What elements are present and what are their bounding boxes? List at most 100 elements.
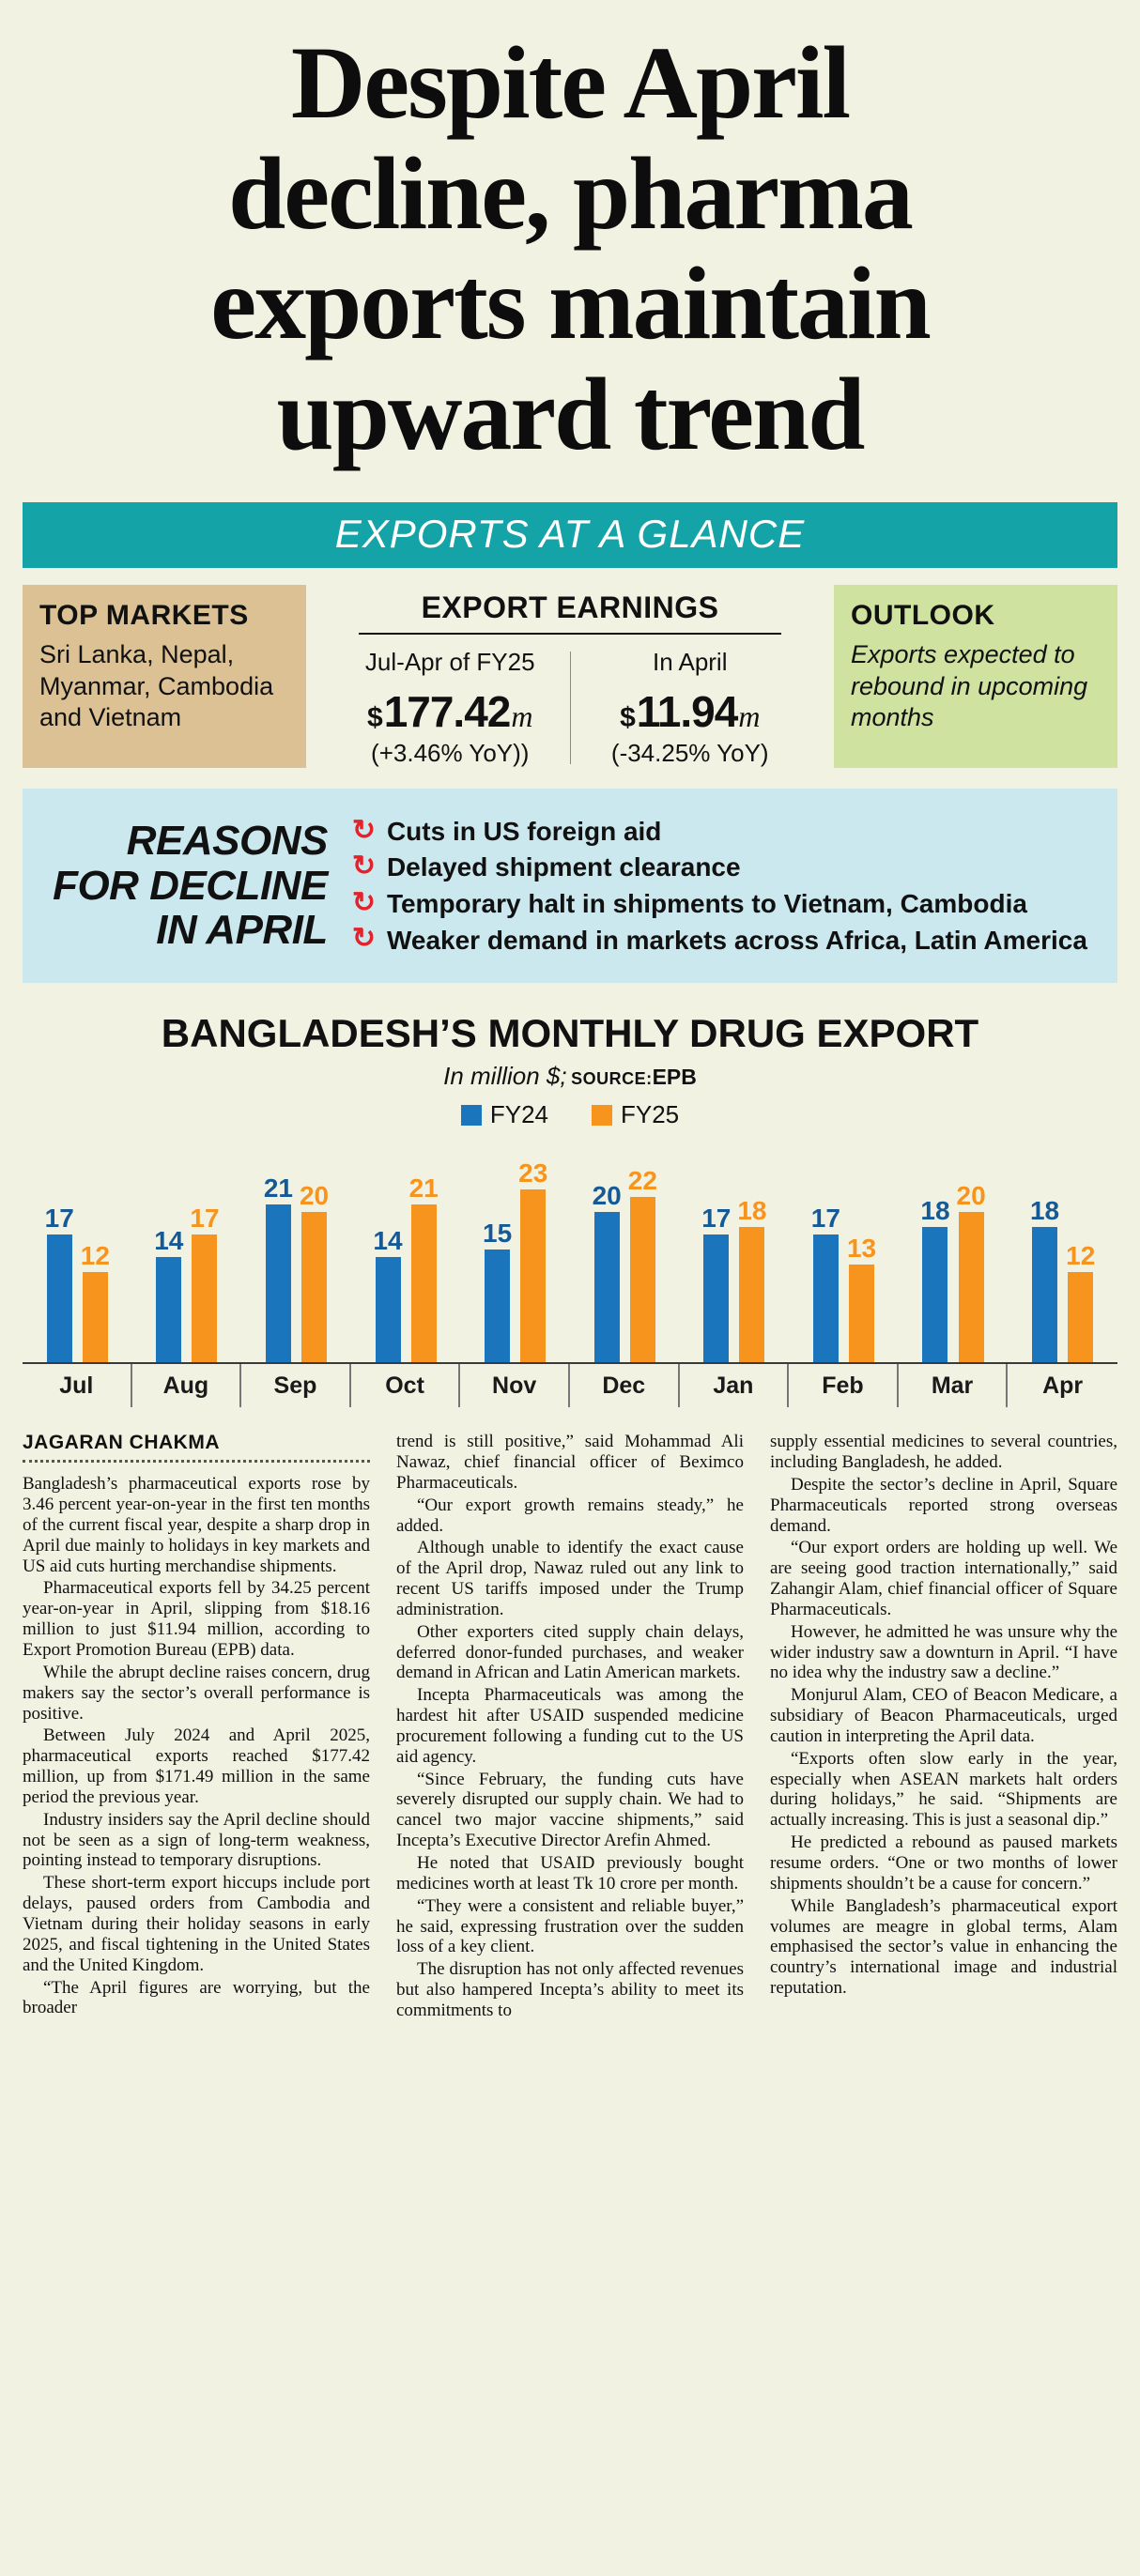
- earnings-period-label: Jul-Apr of FY25: [364, 647, 535, 676]
- top-markets-box: TOP MARKETS Sri Lanka, Nepal, Myanmar, C…: [23, 584, 306, 768]
- bar-value-label: 17: [190, 1204, 220, 1234]
- article-paragraph: Between July 2024 and April 2025, pharma…: [23, 1725, 370, 1807]
- chart: BANGLADESH’S MONTHLY DRUG EXPORT In mill…: [23, 1011, 1117, 1408]
- chart-group: 17 18 Jan: [679, 1142, 790, 1408]
- legend-label: FY25: [621, 1100, 680, 1129]
- month-label: Jul: [23, 1364, 132, 1408]
- bar-value-label: 21: [263, 1173, 293, 1204]
- bar-fy25: [192, 1234, 218, 1363]
- chart-group: 18 12 Apr: [1008, 1142, 1117, 1407]
- article-paragraph: Pharmaceutical exports fell by 34.25 per…: [23, 1578, 370, 1661]
- article-paragraph: Monjurul Alam, CEO of Beacon Medicare, a…: [770, 1685, 1117, 1746]
- chart-source-label: SOURCE:: [571, 1069, 653, 1089]
- bar-value-label: 14: [373, 1226, 403, 1256]
- bar-fy24: [265, 1204, 291, 1363]
- chart-group: 14 21 Oct: [350, 1142, 461, 1408]
- bar-value-label: 12: [1066, 1241, 1096, 1271]
- bar-value-label: 15: [483, 1219, 513, 1249]
- outlook-body: Exports expected to rebound in upcoming …: [851, 639, 1088, 732]
- bar-value-label: 17: [810, 1204, 840, 1234]
- bar-fy25: [739, 1227, 765, 1363]
- bar-fy24: [703, 1234, 730, 1363]
- cycle-arrow-icon: ↻: [351, 923, 376, 955]
- reasons-title: REASONS FOR DECLINE IN APRIL: [53, 819, 328, 953]
- reason-text: Temporary halt in shipments to Vietnam, …: [386, 888, 1027, 918]
- earnings-period-fy25: Jul-Apr of FY25 $177.42 m (+3.46% YoY)): [331, 648, 570, 768]
- bar-value-label: 20: [299, 1181, 330, 1211]
- reasons-title-line-2: FOR DECLINE: [53, 862, 328, 909]
- bar-fy25: [849, 1265, 875, 1363]
- bar-fy25: [958, 1212, 984, 1363]
- bar-value-label: 20: [956, 1181, 986, 1211]
- article-column: JAGARAN CHAKMA Bangladesh’s pharmaceutica…: [23, 1432, 370, 2023]
- chart-group: 18 20 Mar: [898, 1142, 1009, 1408]
- legend-item: FY25: [592, 1100, 679, 1129]
- bar-fy24: [156, 1257, 182, 1363]
- month-label: Apr: [1042, 1372, 1084, 1400]
- cycle-arrow-icon: ↻: [351, 886, 376, 918]
- glance-section: TOP MARKETS Sri Lanka, Nepal, Myanmar, C…: [23, 584, 1117, 768]
- newspaper-clipping: Despite April decline, pharma exports ma…: [23, 27, 1117, 2023]
- currency-symbol: $: [367, 701, 383, 733]
- bar-value-label: 18: [1029, 1196, 1060, 1226]
- earnings-change: (+3.46% YoY)): [371, 738, 530, 767]
- article-paragraph: However, he admitted he was unsure why t…: [770, 1621, 1117, 1683]
- article-paragraph: “Exports often slow early in the year, e…: [770, 1748, 1117, 1831]
- bar-fy25: [1068, 1272, 1094, 1363]
- chart-title: BANGLADESH’S MONTHLY DRUG EXPORT: [161, 1011, 979, 1056]
- bar-value-label: 18: [737, 1196, 767, 1226]
- chart-unit-label: In million $;: [443, 1062, 567, 1091]
- bar-fy24: [593, 1212, 620, 1363]
- article-paragraph: Industry insiders say the April decline …: [23, 1809, 370, 1871]
- glance-banner-text: EXPORTS AT A GLANCE: [334, 511, 806, 556]
- earnings-divider: [569, 651, 571, 764]
- export-earnings-title: EXPORT EARNINGS: [359, 590, 781, 635]
- article-paragraph: “Since February, the funding cuts have s…: [396, 1769, 744, 1851]
- reason-item: ↻ Delayed shipment clearance: [352, 851, 1087, 883]
- bar-fy25: [301, 1212, 328, 1363]
- chart-group: 14 17 Aug: [131, 1142, 242, 1408]
- headline-line-3: exports maintain: [210, 246, 932, 361]
- bar-value-label: 22: [627, 1166, 657, 1196]
- byline-divider: [23, 1460, 370, 1464]
- article-paragraph: These short-term export hiccups include …: [23, 1873, 370, 1975]
- bar-fy24: [375, 1257, 401, 1363]
- bar-value-label: 23: [518, 1158, 548, 1188]
- month-label: Oct: [351, 1364, 461, 1408]
- chart-source-value: EPB: [652, 1065, 697, 1090]
- reason-item: ↻ Weaker demand in markets across Africa,…: [352, 925, 1087, 957]
- month-label: Dec: [570, 1364, 680, 1408]
- article-paragraph: Incepta Pharmaceuticals was among the ha…: [396, 1685, 744, 1767]
- bar-value-label: 20: [592, 1181, 622, 1211]
- headline-line-2: decline, pharma: [228, 135, 914, 251]
- cycle-arrow-icon: ↻: [351, 851, 376, 882]
- chart-group: 20 22 Dec: [569, 1142, 680, 1408]
- earnings-change: (-34.25% YoY): [610, 738, 769, 767]
- article-paragraph: Although unable to identify the exact ca…: [396, 1538, 744, 1619]
- cycle-arrow-icon: ↻: [351, 814, 376, 846]
- earnings-period-april: In April $11.94 m (-34.25% YoY): [571, 648, 810, 768]
- article-columns: JAGARAN CHAKMA Bangladesh’s pharmaceutica…: [23, 1432, 1117, 2023]
- legend-label: FY24: [489, 1100, 548, 1129]
- bar-value-label: 13: [846, 1234, 877, 1264]
- chart-legend: FY24 FY25: [23, 1100, 1117, 1129]
- month-label: Sep: [241, 1364, 351, 1408]
- chart-plot: 17 12 Jul 14 17 Aug 21 20 Sep 14 21 Oct 15 23 Nov 20 22 D…: [23, 1142, 1117, 1408]
- bar-fy25: [629, 1197, 655, 1363]
- bar-fy24: [485, 1250, 511, 1363]
- article-paragraph: While the abrupt decline raises concern,…: [23, 1662, 370, 1724]
- glance-banner: EXPORTS AT A GLANCE: [23, 501, 1117, 568]
- legend-swatch: [460, 1104, 482, 1126]
- article-paragraph: supply essential medicines to several co…: [770, 1432, 1117, 1472]
- bar-fy24: [922, 1227, 948, 1363]
- outlook-title: OUTLOOK: [851, 599, 995, 631]
- currency-symbol: $: [620, 701, 636, 733]
- article-paragraph: Despite the sector’s decline in April, S…: [770, 1474, 1117, 1536]
- article-paragraph: trend is still positive,” said Mohammad …: [396, 1432, 744, 1493]
- reasons-box: REASONS FOR DECLINE IN APRIL ↻ Cuts in US…: [23, 788, 1117, 984]
- export-earnings-box: EXPORT EARNINGS Jul-Apr of FY25 $177.42 m…: [321, 585, 819, 768]
- bar-fy25: [520, 1189, 547, 1363]
- article-paragraph: He noted that USAID previously bought me…: [396, 1853, 744, 1894]
- bar-fy24: [46, 1234, 72, 1363]
- month-label: Nov: [460, 1364, 570, 1408]
